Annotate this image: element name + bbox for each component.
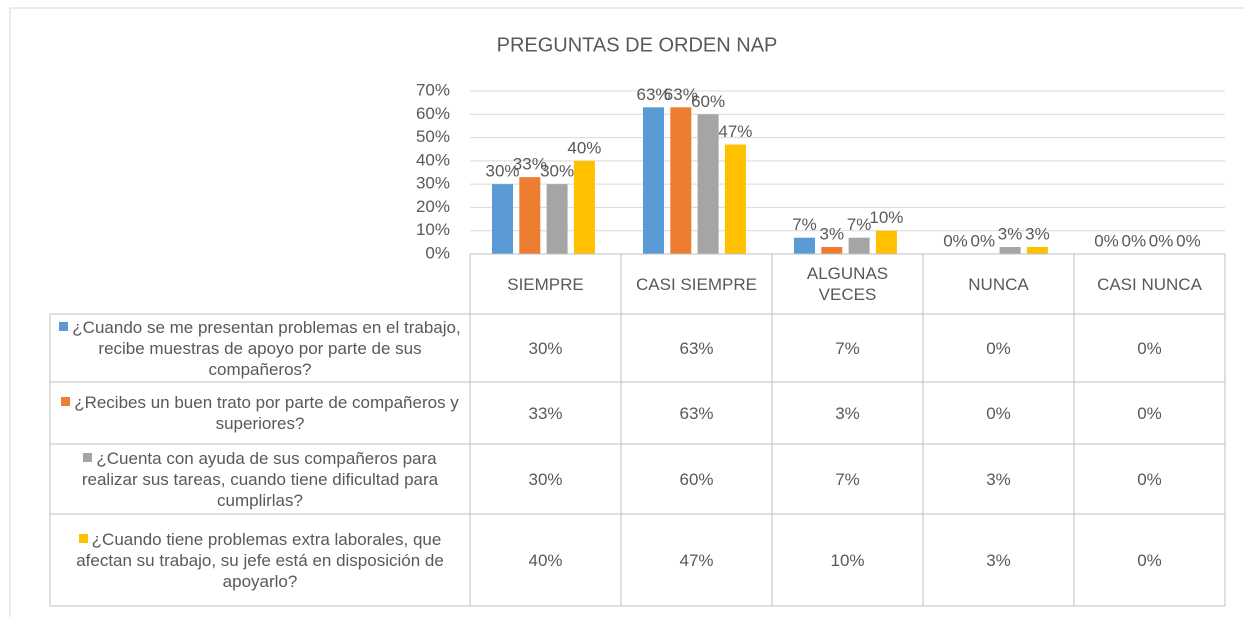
- legend-entry: ¿Cuando tiene problemas extra laborales,…: [54, 529, 466, 592]
- legend-swatch: [59, 321, 69, 331]
- table-value: 0%: [986, 338, 1011, 358]
- legend-entry: ¿Cuando se me presentan problemas en el …: [54, 317, 466, 380]
- table-value: 47%: [679, 550, 714, 570]
- bar: [670, 107, 692, 254]
- y-tick-label: 50%: [416, 127, 450, 146]
- data-label: 33%: [513, 155, 547, 174]
- bar: [821, 247, 843, 254]
- data-label: 0%: [1122, 231, 1147, 250]
- y-tick-label: 10%: [416, 220, 450, 239]
- category-label: SIEMPRE: [507, 274, 584, 294]
- y-tick-label: 20%: [416, 197, 450, 216]
- legend-row-header: ¿Cuenta con ayuda de sus compañeros para…: [50, 444, 470, 514]
- table-value: 63%: [679, 403, 714, 423]
- bar: [492, 184, 513, 254]
- y-tick-label: 60%: [416, 104, 450, 123]
- legend-swatch: [61, 397, 71, 406]
- table-value: 10%: [830, 550, 865, 570]
- table-value: 0%: [1137, 338, 1162, 358]
- table-value: 0%: [1137, 469, 1162, 489]
- table-value: 0%: [986, 403, 1011, 423]
- data-label: 60%: [691, 92, 725, 111]
- y-tick-label: 70%: [416, 80, 450, 99]
- data-label: 63%: [664, 85, 698, 104]
- table-value: 3%: [986, 550, 1011, 570]
- bar: [848, 237, 870, 254]
- bar: [794, 237, 815, 254]
- data-label: 63%: [636, 85, 670, 104]
- data-label: 3%: [998, 224, 1023, 243]
- table-value: 3%: [986, 469, 1011, 489]
- category-label: CASI SIEMPRE: [636, 274, 757, 294]
- bar: [573, 160, 595, 254]
- y-tick-label: 40%: [416, 150, 450, 169]
- data-label: 0%: [943, 231, 968, 250]
- data-label: 40%: [567, 138, 601, 157]
- legend-label: ¿Cuenta con ayuda de sus compañeros para…: [81, 448, 439, 510]
- table-value: 0%: [1137, 403, 1162, 423]
- legend-entry: ¿Recibes un buen trato por parte de comp…: [54, 392, 466, 434]
- frame: [9, 7, 1244, 617]
- data-label: 3%: [820, 224, 845, 243]
- legend-label: ¿Cuando tiene problemas extra laborales,…: [76, 529, 444, 591]
- bar: [643, 107, 664, 254]
- legend-row-header: ¿Cuando se me presentan problemas en el …: [50, 314, 470, 382]
- legend-label: ¿Recibes un buen trato por parte de comp…: [74, 393, 459, 433]
- bar: [697, 114, 719, 255]
- bar: [1026, 247, 1048, 254]
- legend-row-header: ¿Cuando tiene problemas extra laborales,…: [50, 514, 470, 606]
- category-label: ALGUNAS VECES: [806, 264, 889, 304]
- data-label: 10%: [869, 208, 903, 227]
- legend-swatch: [83, 452, 93, 462]
- data-label: 3%: [1025, 224, 1050, 243]
- legend-entry: ¿Cuenta con ayuda de sus compañeros para…: [54, 448, 466, 511]
- table-value: 0%: [1137, 550, 1162, 570]
- category-label: NUNCA: [968, 274, 1029, 294]
- data-label: 30%: [540, 162, 574, 181]
- data-label: 0%: [1176, 231, 1201, 250]
- data-label: 7%: [792, 215, 817, 234]
- table-value: 7%: [835, 469, 860, 489]
- y-tick-label: 30%: [416, 174, 450, 193]
- table-value: 33%: [528, 403, 563, 423]
- y-tick-label: 0%: [425, 243, 450, 262]
- bar: [875, 230, 897, 254]
- data-label: 0%: [1149, 231, 1174, 250]
- bar: [999, 247, 1021, 254]
- data-label: 7%: [847, 215, 872, 234]
- table-value: 7%: [835, 338, 860, 358]
- data-label: 47%: [718, 122, 752, 141]
- legend-row-header: ¿Recibes un buen trato por parte de comp…: [50, 382, 470, 444]
- chart-title: PREGUNTAS DE ORDEN NAP: [497, 34, 778, 56]
- data-label: 0%: [971, 231, 996, 250]
- data-label: 30%: [485, 162, 519, 181]
- legend-swatch: [78, 533, 88, 543]
- table-value: 3%: [835, 403, 860, 423]
- data-label: 0%: [1094, 231, 1119, 250]
- bar: [724, 144, 746, 254]
- legend-label: ¿Cuando se me presentan problemas en el …: [72, 317, 461, 379]
- table-value: 60%: [679, 469, 714, 489]
- table-value: 30%: [528, 338, 563, 358]
- table-value: 63%: [679, 338, 714, 358]
- category-label: CASI NUNCA: [1097, 274, 1202, 294]
- bar: [519, 177, 541, 254]
- table-value: 40%: [528, 550, 563, 570]
- bar: [546, 184, 568, 254]
- table-value: 30%: [528, 469, 563, 489]
